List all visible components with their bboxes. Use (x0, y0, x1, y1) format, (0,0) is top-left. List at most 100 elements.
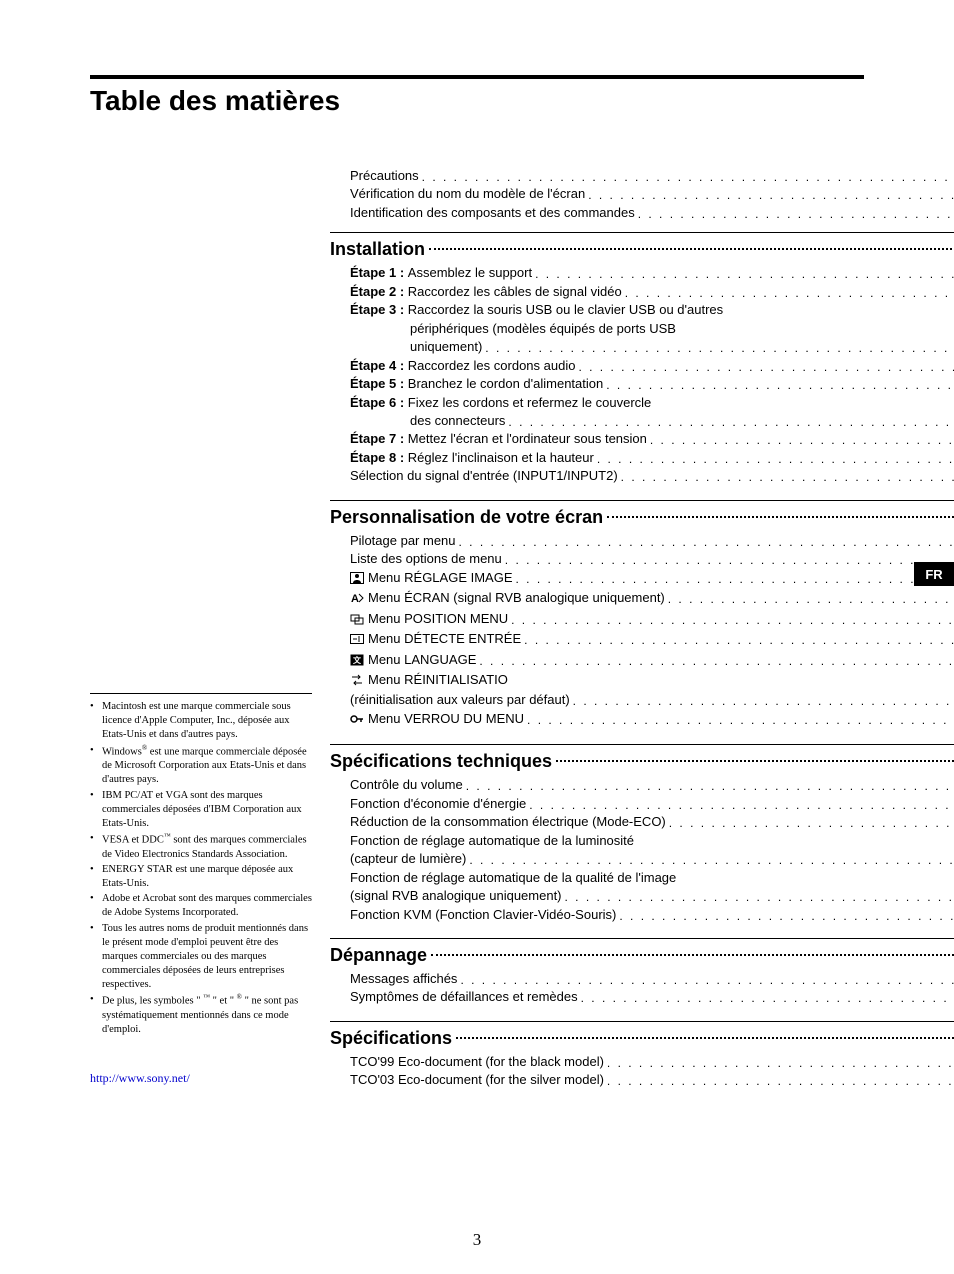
toc-leader-dots: . . . . . . . . . . . . . . . . . . . . … (625, 285, 954, 302)
toc-leader-dots: . . . . . . . . . . . . . . . . . . . . … (565, 889, 954, 906)
toc-entry[interactable]: Étape 5 : Branchez le cordon d'alimentat… (350, 375, 954, 393)
toc-leader-dots: . . . . . . . . . . . . . . . . . . . . … (529, 797, 954, 814)
toc-section-heading[interactable]: Installation 6 (330, 237, 954, 260)
input-box-icon (350, 632, 364, 650)
toc-leader-dots: . . . . . . . . . . . . . . . . . . . . … (619, 908, 954, 925)
toc-leader-dots (431, 938, 954, 956)
toc-entry-label: Messages affichés (350, 970, 457, 988)
toc-entry-label: (signal RVB analogique uniquement) (350, 887, 562, 905)
url-link[interactable]: http://www.sony.net/ (90, 1071, 312, 1086)
toc-section-title: Dépannage (330, 945, 427, 966)
trademark-item: •ENERGY STAR est une marque déposée aux … (90, 863, 312, 891)
toc-leader-dots: . . . . . . . . . . . . . . . . . . . . … (460, 972, 954, 989)
toc-section: Spécifications 22 TCO'99 Eco-document (fo… (330, 1021, 954, 1090)
toc-entry[interactable]: périphériques (modèles équipés de ports … (350, 320, 954, 338)
toc-entry-label: uniquement) (350, 338, 482, 356)
toc-entry-label: Menu DÉTECTE ENTRÉE (350, 630, 521, 650)
toc-leader-dots: . . . . . . . . . . . . . . . . . . . . … (668, 591, 954, 608)
toc-entry-label: Liste des options de menu (350, 550, 502, 568)
toc-entry[interactable]: Fonction KVM (Fonction Clavier-Vidéo-Sou… (350, 906, 954, 924)
toc-entry[interactable]: Étape 1 : Assemblez le support . . . . .… (350, 264, 954, 282)
page-title: Table des matières (90, 85, 864, 117)
toc-entry[interactable]: Étape 8 : Réglez l'inclinaison et la hau… (350, 449, 954, 467)
toc-entry-label: Étape 2 : Raccordez les câbles de signal… (350, 283, 622, 301)
toc-leader-dots: . . . . . . . . . . . . . . . . . . . . … (638, 206, 954, 223)
toc-entry[interactable]: Précautions . . . . . . . . . . . . . . … (350, 167, 954, 185)
toc-column: Précautions . . . . . . . . . . . . . . … (330, 163, 954, 1104)
toc-entry[interactable]: TCO'99 Eco-document (for the black model… (350, 1053, 954, 1071)
screen-a-icon: A (350, 591, 364, 609)
toc-leader-dots: . . . . . . . . . . . . . . . . . . . . … (485, 340, 954, 357)
toc-leader-dots: . . . . . . . . . . . . . . . . . . . . … (459, 534, 954, 551)
toc-entry[interactable]: (signal RVB analogique uniquement) . . .… (350, 887, 954, 905)
toc-leader-dots: . . . . . . . . . . . . . . . . . . . . … (621, 469, 954, 486)
trademark-item: •Windows® est une marque commerciale dép… (90, 744, 312, 788)
toc-entry-label: périphériques (modèles équipés de ports … (350, 320, 676, 338)
toc-entry[interactable]: Messages affichés . . . . . . . . . . . … (350, 970, 954, 988)
toc-entry-label: Étape 3 : Raccordez la souris USB ou le … (350, 301, 723, 319)
toc-section-title: Personnalisation de votre écran (330, 507, 603, 528)
toc-entry[interactable]: Étape 6 : Fixez les cordons et refermez … (350, 394, 954, 412)
toc-entry[interactable]: Liste des options de menu . . . . . . . … (350, 550, 954, 568)
toc-entry-label: AMenu ÉCRAN (signal RVB analogique uniqu… (350, 589, 665, 609)
toc-entry[interactable]: Vérification du nom du modèle de l'écran… (350, 185, 954, 203)
toc-entry-label: 文Menu LANGUAGE (350, 651, 476, 671)
toc-section-heading[interactable]: Dépannage 18 (330, 943, 954, 966)
toc-entry[interactable]: Identification des composants et des com… (350, 204, 954, 222)
toc-entry-label: Pilotage par menu (350, 532, 456, 550)
toc-entry[interactable]: Symptômes de défaillances et remèdes . .… (350, 988, 954, 1006)
toc-entry[interactable]: Étape 4 : Raccordez les cordons audio . … (350, 357, 954, 375)
toc-entry-label: Étape 4 : Raccordez les cordons audio (350, 357, 575, 375)
toc-leader-dots: . . . . . . . . . . . . . . . . . . . . … (606, 377, 954, 394)
toc-entry[interactable]: Étape 7 : Mettez l'écran et l'ordinateur… (350, 430, 954, 448)
toc-entry[interactable]: Menu RÉINITIALISATIO (350, 671, 954, 691)
toc-leader-dots: . . . . . . . . . . . . . . . . . . . . … (535, 266, 954, 283)
toc-leader-dots (456, 1021, 954, 1039)
toc-entry[interactable]: Menu DÉTECTE ENTRÉE . . . . . . . . . . … (350, 630, 954, 650)
toc-entry[interactable]: Menu VERROU DU MENU . . . . . . . . . . … (350, 710, 954, 730)
position-icon (350, 612, 364, 630)
toc-entry[interactable]: des connecteurs . . . . . . . . . . . . … (350, 412, 954, 430)
toc-entry[interactable]: Contrôle du volume . . . . . . . . . . .… (350, 776, 954, 794)
toc-entry[interactable]: uniquement) . . . . . . . . . . . . . . … (350, 338, 954, 356)
toc-leader-dots: . . . . . . . . . . . . . . . . . . . . … (588, 187, 954, 204)
toc-entry[interactable]: Fonction de réglage automatique de la qu… (350, 869, 954, 887)
toc-entry[interactable]: 文Menu LANGUAGE . . . . . . . . . . . . .… (350, 651, 954, 671)
toc-entry[interactable]: Pilotage par menu . . . . . . . . . . . … (350, 532, 954, 550)
toc-entry[interactable]: Fonction d'économie d'énergie . . . . . … (350, 795, 954, 813)
toc-entry[interactable]: TCO'03 Eco-document (for the silver mode… (350, 1071, 954, 1089)
person-box-icon (350, 571, 364, 589)
toc-entry-label: Menu POSITION MENU (350, 610, 508, 630)
toc-entry-label: Sélection du signal d'entrée (INPUT1/INP… (350, 467, 618, 485)
toc-entry-label: des connecteurs (350, 412, 505, 430)
toc-entry[interactable]: (capteur de lumière) . . . . . . . . . .… (350, 850, 954, 868)
toc-section-heading[interactable]: Spécifications 22 (330, 1026, 954, 1049)
toc-entry-label: Fonction de réglage automatique de la lu… (350, 832, 634, 850)
toc-entry[interactable]: Réduction de la consommation électrique … (350, 813, 954, 831)
toc-leader-dots: . . . . . . . . . . . . . . . . . . . . … (516, 571, 954, 588)
toc-entry[interactable]: Fonction de réglage automatique de la lu… (350, 832, 954, 850)
toc-entry[interactable]: Sélection du signal d'entrée (INPUT1/INP… (350, 467, 954, 485)
toc-entry[interactable]: (réinitialisation aux valeurs par défaut… (350, 691, 954, 709)
toc-entry[interactable]: Étape 2 : Raccordez les câbles de signal… (350, 283, 954, 301)
toc-leader-dots: . . . . . . . . . . . . . . . . . . . . … (527, 712, 954, 729)
trademark-item: •Macintosh est une marque commerciale so… (90, 700, 312, 743)
svg-text:A: A (351, 593, 359, 604)
toc-leader-dots: . . . . . . . . . . . . . . . . . . . . … (524, 632, 954, 649)
lock-key-icon (350, 712, 364, 730)
toc-entry-label: Étape 8 : Réglez l'inclinaison et la hau… (350, 449, 594, 467)
toc-entry[interactable]: Menu RÉGLAGE IMAGE . . . . . . . . . . .… (350, 569, 954, 589)
toc-entry[interactable]: Étape 3 : Raccordez la souris USB ou le … (350, 301, 954, 319)
toc-section-heading[interactable]: Personnalisation de votre écran 12 (330, 505, 954, 528)
toc-entry-label: Vérification du nom du modèle de l'écran (350, 185, 585, 203)
toc-leader-dots: . . . . . . . . . . . . . . . . . . . . … (607, 1073, 954, 1090)
toc-section-title: Spécifications (330, 1028, 452, 1049)
toc-entry[interactable]: Menu POSITION MENU . . . . . . . . . . .… (350, 610, 954, 630)
toc-section: Installation 6 Étape 1 : Assemblez le sup… (330, 232, 954, 485)
toc-leader-dots: . . . . . . . . . . . . . . . . . . . . … (597, 451, 954, 468)
toc-entry-label: Fonction d'économie d'énergie (350, 795, 526, 813)
title-rule (90, 75, 864, 79)
toc-leader-dots: . . . . . . . . . . . . . . . . . . . . … (422, 169, 954, 186)
toc-entry[interactable]: AMenu ÉCRAN (signal RVB analogique uniqu… (350, 589, 954, 609)
toc-section-heading[interactable]: Spécifications techniques 16 (330, 749, 954, 772)
